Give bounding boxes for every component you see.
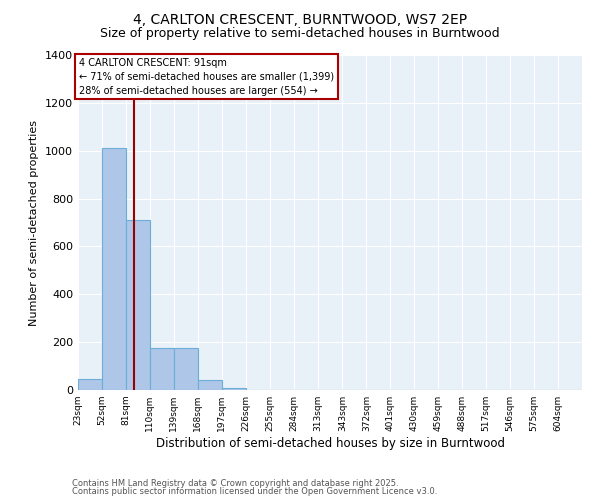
X-axis label: Distribution of semi-detached houses by size in Burntwood: Distribution of semi-detached houses by …	[155, 437, 505, 450]
Bar	[198, 380, 222, 390]
Text: 4 CARLTON CRESCENT: 91sqm
← 71% of semi-detached houses are smaller (1,399)
28% : 4 CARLTON CRESCENT: 91sqm ← 71% of semi-…	[79, 58, 334, 96]
Bar	[78, 379, 102, 390]
Text: Contains HM Land Registry data © Crown copyright and database right 2025.: Contains HM Land Registry data © Crown c…	[72, 478, 398, 488]
Bar	[150, 348, 174, 390]
Text: 4, CARLTON CRESCENT, BURNTWOOD, WS7 2EP: 4, CARLTON CRESCENT, BURNTWOOD, WS7 2EP	[133, 12, 467, 26]
Bar	[174, 348, 198, 390]
Text: Size of property relative to semi-detached houses in Burntwood: Size of property relative to semi-detach…	[100, 28, 500, 40]
Bar	[222, 388, 246, 390]
Y-axis label: Number of semi-detached properties: Number of semi-detached properties	[29, 120, 40, 326]
Bar	[126, 220, 150, 390]
Bar	[102, 148, 126, 390]
Text: Contains public sector information licensed under the Open Government Licence v3: Contains public sector information licen…	[72, 487, 437, 496]
